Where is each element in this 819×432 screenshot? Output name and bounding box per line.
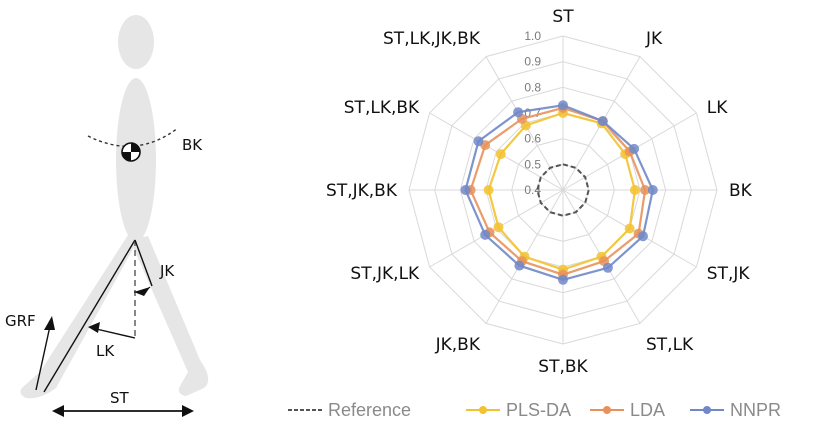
axis-label: BK <box>729 181 753 201</box>
radar-tick-labels: 0.40.50.60.70.80.91.0 <box>524 29 541 197</box>
data-point <box>558 100 568 111</box>
tick-label: 1.0 <box>524 29 541 43</box>
figure-head <box>118 15 154 69</box>
axis-label: JK,BK <box>435 335 481 355</box>
data-point <box>558 274 568 285</box>
jk-arrow-line <box>133 286 151 293</box>
legend-label: PLS-DA <box>506 400 571 420</box>
legend-item-nnpr: NNPR <box>690 400 781 420</box>
legend-label: Reference <box>328 400 411 420</box>
data-point <box>647 185 658 195</box>
axis-label: ST <box>552 7 574 27</box>
series-nnpr <box>460 100 658 285</box>
legend-item-pls-da: PLS-DA <box>466 400 571 420</box>
axis-label: ST,JK,LK <box>350 264 420 284</box>
grid-spoke-10 <box>429 112 564 191</box>
st-arrow-left-icon <box>52 405 64 417</box>
data-point <box>629 185 640 195</box>
label-lk: LK <box>96 342 115 360</box>
tick-label: 0.4 <box>524 183 541 197</box>
axis-label: ST,LK,JK,BK <box>383 29 481 49</box>
legend-label: NNPR <box>730 400 781 420</box>
center-of-mass-icon <box>121 142 141 162</box>
legend-marker <box>479 406 487 414</box>
gait-diagram: BK JK LK GRF ST <box>5 15 209 417</box>
data-point <box>638 231 648 242</box>
axis-label: ST,BK <box>538 357 588 377</box>
axis-label: ST,JK,BK <box>326 181 398 201</box>
axis-label: JK <box>645 29 663 49</box>
figure-front-leg <box>130 236 209 396</box>
data-point <box>597 116 608 127</box>
chart-legend: Reference PLS-DA LDA NNPR <box>288 400 781 420</box>
series-line <box>469 106 647 276</box>
axis-label: ST,JK <box>707 264 751 284</box>
data-point <box>473 136 484 147</box>
data-point <box>640 185 651 195</box>
legend-label: LDA <box>630 400 665 420</box>
series-line <box>536 163 590 217</box>
legend-marker <box>703 406 711 414</box>
data-point <box>514 260 525 271</box>
st-arrow-right-icon <box>182 405 194 417</box>
leg-line <box>43 239 136 393</box>
axis-label: LK <box>707 98 728 118</box>
jk-line <box>134 239 153 287</box>
label-grf: GRF <box>5 312 36 330</box>
data-point <box>513 107 524 118</box>
figure-back-leg <box>20 235 139 399</box>
data-point <box>602 262 613 273</box>
tick-label: 0.5 <box>524 157 541 171</box>
radar-series <box>460 100 658 285</box>
data-point <box>624 223 635 234</box>
lk-arrow-icon <box>88 322 100 333</box>
data-point <box>495 149 506 160</box>
legend-item-lda: LDA <box>590 400 665 420</box>
radar-axis-labels: ST JK LK BK ST,JK ST,LK ST,BK JK,BK ST,JK,LK ST,J… <box>326 7 753 377</box>
label-bk: BK <box>182 136 203 154</box>
lk-line <box>91 327 136 339</box>
data-point <box>483 185 494 195</box>
axis-label: ST,LK,BK <box>344 98 420 118</box>
grf-arrow-icon <box>44 316 55 330</box>
grf-arrow-line <box>35 325 51 391</box>
radar-chart: 0.40.50.60.70.80.91.0 STJKLKBKST,JKST,LK… <box>326 7 753 377</box>
data-point <box>629 143 640 154</box>
legend-item-reference: Reference <box>288 400 411 420</box>
tick-label: 0.8 <box>524 80 541 94</box>
series-reference <box>536 163 590 217</box>
tick-label: 0.6 <box>524 132 541 146</box>
label-jk: JK <box>159 262 175 280</box>
tick-label: 0.9 <box>524 55 541 69</box>
radar-grid <box>408 35 718 345</box>
axis-label: ST,LK <box>646 335 694 355</box>
data-point <box>460 185 471 195</box>
data-point <box>493 222 504 233</box>
data-point <box>480 229 491 240</box>
label-st: ST <box>110 389 130 407</box>
legend-marker <box>603 406 611 414</box>
